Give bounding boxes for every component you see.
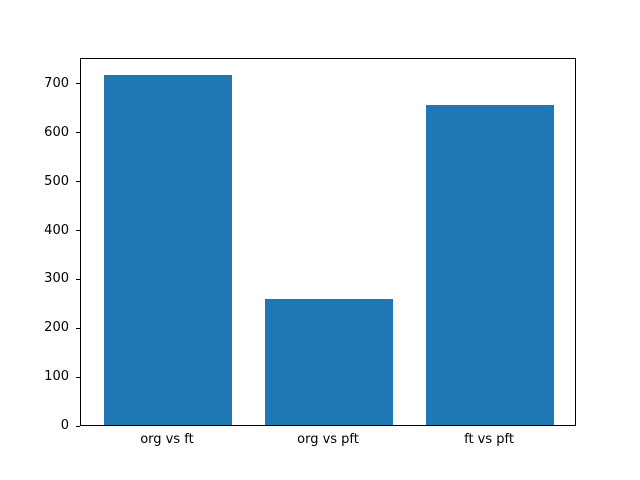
y-tick-mark — [76, 83, 80, 85]
y-tick-mark — [76, 181, 80, 183]
y-tick-mark — [76, 376, 80, 378]
y-tick-mark — [76, 278, 80, 280]
bar-org-vs-ft — [103, 74, 233, 425]
y-tick-label: 0 — [60, 418, 69, 433]
bar-org-vs-pft — [264, 299, 394, 425]
x-tick-label: org vs pft — [297, 432, 359, 447]
y-tick-label: 700 — [44, 75, 69, 91]
x-tick-label: ft vs pft — [464, 432, 514, 447]
plot-area — [80, 58, 576, 426]
bar-ft-vs-pft — [425, 104, 555, 425]
y-tick-label: 500 — [44, 173, 69, 189]
y-tick-mark — [76, 132, 80, 134]
y-tick-mark — [76, 230, 80, 231]
y-tick-label: 600 — [44, 124, 69, 140]
y-tick-mark — [76, 327, 80, 329]
y-tick-mark — [76, 425, 80, 427]
y-tick-label: 200 — [44, 320, 69, 336]
y-tick-label: 300 — [44, 271, 69, 287]
x-tick-label: org vs ft — [140, 432, 194, 447]
y-tick-label: 400 — [44, 222, 69, 238]
y-tick-label: 100 — [44, 369, 69, 385]
